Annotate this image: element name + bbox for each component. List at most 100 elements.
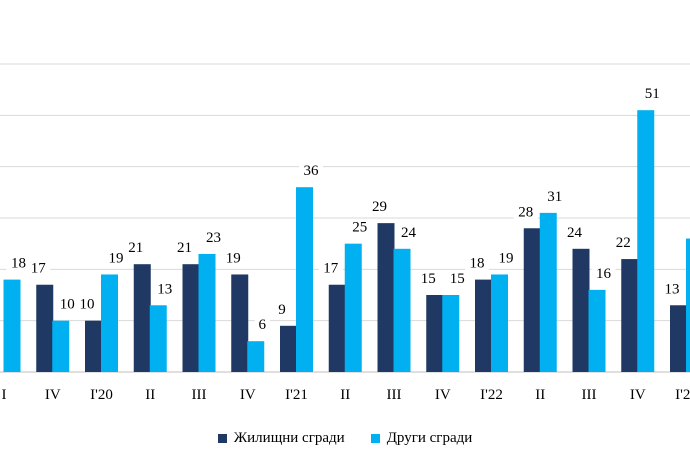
data-label-residential: 24 [567,225,583,241]
data-label-other: 36 [304,163,320,179]
bar-other [393,248,411,372]
bar-other [588,289,606,372]
x-tick-label: III [192,387,207,403]
x-tick-label: I [2,387,7,403]
x-tick-label: III [387,387,402,403]
data-label-other: 18 [11,256,26,272]
data-label-bg [55,296,80,314]
legend-label-other: Други сгради [386,429,473,446]
bar-other [149,305,167,372]
data-label-bg [367,199,392,217]
bar-residential [523,228,541,372]
data-label-bg [445,271,470,288]
data-label-bg [640,86,665,104]
bar-residential [182,264,200,372]
bar-residential [85,320,102,372]
bar-residential [280,325,297,372]
legend-swatch-residential [217,433,227,443]
bar-residential [377,223,395,372]
x-tick-label: II [340,387,350,403]
x-tick-label: II [145,387,155,403]
data-label-residential: 17 [31,261,47,277]
data-label-residential: 18 [470,256,485,272]
data-label-bg [465,255,489,273]
data-label-bg [591,265,616,283]
bar-other [686,238,690,372]
data-label-bg [172,240,197,258]
data-label-residential: 21 [128,240,143,256]
x-tick-label: III [582,387,597,403]
x-tick-label: IV [45,387,61,403]
data-label-other: 19 [499,250,514,266]
data-label-residential: 28 [518,204,533,220]
x-tick-label: II [535,387,545,403]
data-label-bg [318,260,343,278]
bar-other [101,274,118,372]
data-label-other: 24 [401,225,417,241]
bar-other [52,320,70,372]
data-label-residential: 10 [80,297,95,313]
legend-swatch-other [370,433,380,443]
data-label-bg [26,260,51,278]
data-label-other: 10 [60,297,75,313]
data-label-bg [6,255,31,273]
bar-residential [231,274,249,372]
data-label-residential: 21 [177,240,192,256]
bar-residential [670,305,687,372]
bar-residential [328,284,346,372]
bar-other [198,253,216,372]
bar-other [637,110,655,372]
data-label-bg [542,188,567,206]
data-label-residential: 19 [226,250,241,266]
data-label-other: 51 [645,86,660,102]
data-label-other: 23 [206,230,221,246]
data-label-bg [104,250,128,268]
data-label-bg [123,240,148,258]
x-tick-label: I'20 [90,387,113,403]
x-tick-label: I'23 [675,387,690,403]
data-label-residential: 22 [616,235,631,251]
bar-residential [621,259,639,372]
bar-residential [426,295,444,372]
data-label-bg [396,224,421,242]
data-label-other: 31 [547,189,562,205]
data-label-bg [152,281,177,299]
data-label-bg [416,271,441,288]
data-label-bg [254,317,270,335]
data-label-bg [221,250,246,268]
data-label-bg [611,235,636,253]
data-label-residential: 13 [665,281,680,297]
bar-residential [133,264,151,372]
bar-residential [572,248,590,372]
x-tick-label: IV [240,387,256,403]
data-label-bg [347,219,372,237]
data-label-bg [201,229,226,247]
data-label-bg [562,224,587,242]
x-tick-label: IV [630,387,646,403]
x-tick-label: I'21 [285,387,308,403]
legend-item-residential: Жилищни сгради [217,429,345,447]
bar-other [247,341,265,372]
bar-other [442,295,460,372]
data-label-bg [75,296,99,314]
bar-residential [36,284,54,372]
data-label-other: 15 [450,271,465,287]
data-label-residential: 17 [323,261,339,277]
bar-other [3,279,21,372]
data-label-residential: 9 [278,302,286,318]
data-label-other: 25 [352,220,367,236]
data-label-bg [274,301,290,319]
data-label-bg [660,281,684,299]
bar-other [539,212,557,372]
data-label-other: 6 [259,317,267,333]
data-label-other: 19 [109,250,124,266]
legend-label-residential: Жилищни сгради [233,429,345,446]
data-label-residential: 15 [421,271,436,287]
data-label-other: 16 [596,266,612,282]
bar-other [296,187,313,372]
x-tick-label: I'22 [480,387,503,403]
bar-other [491,274,508,372]
legend: Жилищни сгради Други сгради [0,426,690,450]
